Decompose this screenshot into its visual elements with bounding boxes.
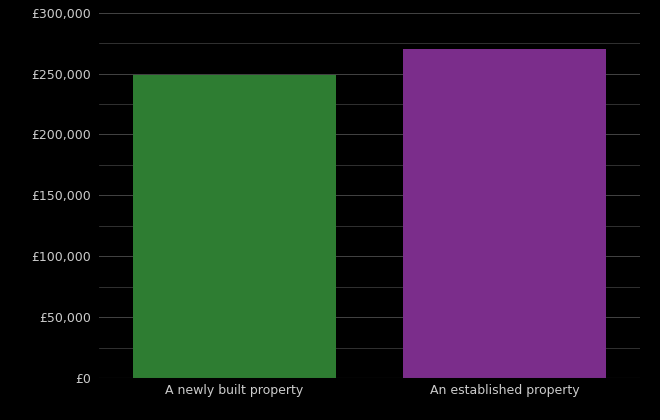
Bar bbox=[133, 75, 336, 378]
Bar bbox=[403, 49, 607, 378]
